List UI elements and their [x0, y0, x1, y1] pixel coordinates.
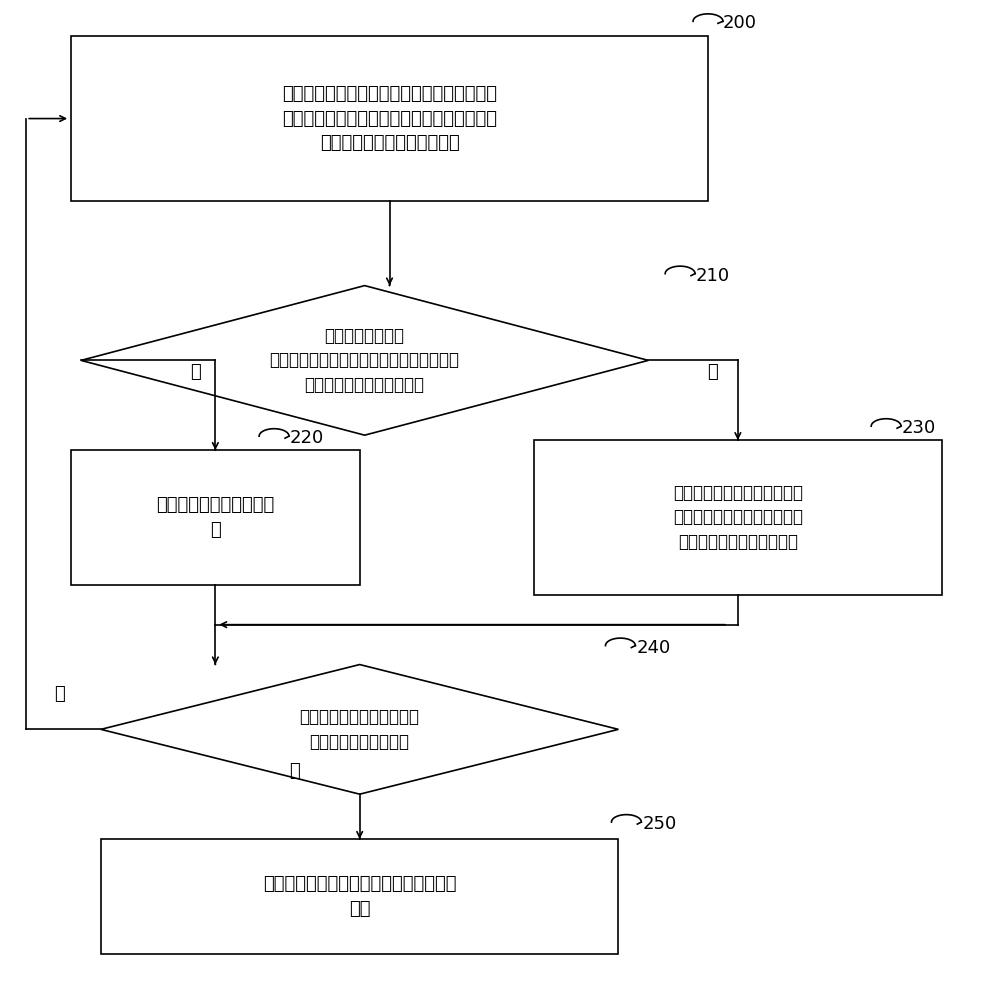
Text: 240: 240	[637, 639, 671, 657]
Text: 220: 220	[290, 429, 324, 447]
Text: 计算一组配置信息
对应的校验值，并判断计算所得的校验值与
读取的参考校验值是否一致: 计算一组配置信息 对应的校验值，并判断计算所得的校验值与 读取的参考校验值是否一…	[269, 327, 460, 394]
Text: 直接输出上述一组配置信
息: 直接输出上述一组配置信 息	[157, 496, 274, 539]
Bar	[534, 440, 942, 595]
Text: 250: 250	[643, 815, 677, 833]
Text: 否: 否	[289, 762, 300, 780]
Bar	[71, 450, 359, 585]
Polygon shape	[81, 286, 649, 435]
Text: 基于上述一组配置信息对应的
预设处理方式，确定上述一组
配置信息对应的输出结果。: 基于上述一组配置信息对应的 预设处理方式，确定上述一组 配置信息对应的输出结果。	[673, 484, 802, 551]
Text: 210: 210	[696, 267, 731, 285]
Text: 230: 230	[902, 419, 936, 437]
Text: 是: 是	[190, 363, 201, 381]
Text: 200: 200	[723, 14, 756, 32]
Text: 否: 否	[708, 363, 719, 381]
Text: 从第一指定存储区域读取预先保存的一组配置
信息，以及从第二指定存储区域读取与上述一
组配置信息对应的参考校验值: 从第一指定存储区域读取预先保存的一组配置 信息，以及从第二指定存储区域读取与上述…	[282, 85, 497, 152]
Text: 判断第一指定存储区域是否
存在未读取的配置信息: 判断第一指定存储区域是否 存在未读取的配置信息	[299, 708, 420, 751]
Text: 结束配置信息的读取操作，进入下一工作
状态: 结束配置信息的读取操作，进入下一工作 状态	[262, 875, 456, 918]
Polygon shape	[101, 665, 619, 794]
Text: 是: 是	[54, 685, 65, 703]
Bar	[101, 839, 619, 954]
Bar	[71, 36, 708, 201]
